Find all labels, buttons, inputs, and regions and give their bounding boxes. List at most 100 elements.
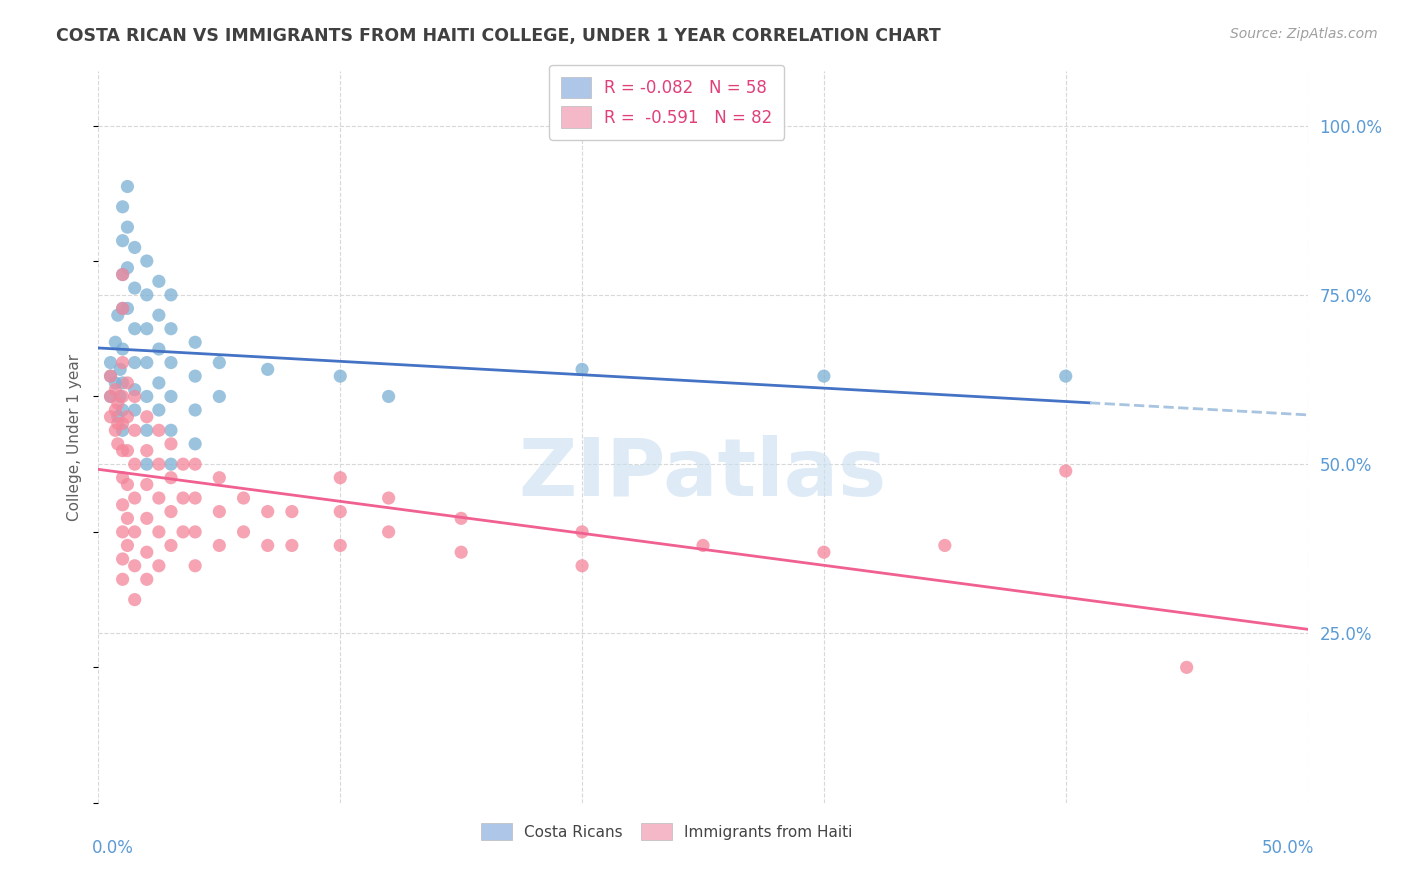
Point: [117, 220, 139, 235]
Point: [281, 538, 304, 552]
Point: [232, 491, 254, 505]
Point: [100, 409, 122, 424]
Point: [111, 389, 134, 403]
Point: [111, 443, 134, 458]
Point: [104, 403, 127, 417]
Point: [184, 369, 207, 384]
Point: [232, 524, 254, 539]
Point: [148, 376, 170, 390]
Point: [160, 538, 183, 552]
Point: [104, 423, 127, 437]
Point: [135, 322, 157, 336]
Point: [117, 409, 139, 424]
Point: [111, 524, 134, 539]
Point: [111, 342, 134, 356]
Point: [124, 403, 146, 417]
Point: [111, 471, 134, 485]
Point: [135, 477, 157, 491]
Point: [184, 491, 207, 505]
Point: [124, 281, 146, 295]
Point: [124, 592, 146, 607]
Point: [281, 505, 304, 519]
Point: [124, 389, 146, 403]
Point: [117, 179, 139, 194]
Point: [108, 389, 131, 403]
Point: [135, 355, 157, 369]
Point: [117, 538, 139, 552]
Point: [148, 403, 170, 417]
Point: [160, 457, 183, 471]
Point: [124, 240, 146, 254]
Point: [160, 437, 183, 451]
Point: [148, 308, 170, 322]
Point: [160, 423, 183, 437]
Text: ZIPatlas: ZIPatlas: [519, 434, 887, 513]
Point: [172, 457, 194, 471]
Point: [256, 538, 278, 552]
Point: [111, 552, 134, 566]
Point: [160, 471, 183, 485]
Point: [813, 369, 835, 384]
Point: [148, 491, 170, 505]
Point: [124, 457, 146, 471]
Point: [111, 268, 134, 282]
Point: [148, 423, 170, 437]
Point: [571, 524, 593, 539]
Point: [813, 545, 835, 559]
Point: [100, 355, 122, 369]
Point: [160, 355, 183, 369]
Point: [148, 558, 170, 573]
Text: Source: ZipAtlas.com: Source: ZipAtlas.com: [1230, 27, 1378, 41]
Point: [111, 417, 134, 431]
Point: [692, 538, 714, 552]
Point: [124, 558, 146, 573]
Point: [124, 524, 146, 539]
Point: [377, 491, 399, 505]
Point: [111, 301, 134, 316]
Point: [107, 308, 129, 322]
Point: [100, 389, 122, 403]
Point: [208, 471, 231, 485]
Point: [107, 437, 129, 451]
Point: [172, 491, 194, 505]
Point: [160, 288, 183, 302]
Point: [160, 505, 183, 519]
Point: [135, 423, 157, 437]
Point: [111, 403, 134, 417]
Point: [117, 443, 139, 458]
Point: [256, 362, 278, 376]
Point: [107, 417, 129, 431]
Point: [184, 335, 207, 350]
Point: [108, 362, 131, 376]
Point: [117, 477, 139, 491]
Point: [571, 558, 593, 573]
Point: [111, 234, 134, 248]
Text: 50.0%: 50.0%: [1261, 839, 1313, 857]
Point: [124, 491, 146, 505]
Y-axis label: College, Under 1 year: College, Under 1 year: [67, 353, 83, 521]
Point: [100, 369, 122, 384]
Point: [1054, 464, 1077, 478]
Point: [934, 538, 956, 552]
Point: [117, 376, 139, 390]
Point: [256, 505, 278, 519]
Point: [135, 511, 157, 525]
Point: [377, 524, 399, 539]
Point: [135, 545, 157, 559]
Point: [148, 274, 170, 288]
Point: [111, 355, 134, 369]
Point: [124, 355, 146, 369]
Point: [450, 545, 472, 559]
Point: [329, 505, 352, 519]
Point: [184, 403, 207, 417]
Point: [329, 369, 352, 384]
Point: [135, 389, 157, 403]
Point: [172, 524, 194, 539]
Point: [111, 268, 134, 282]
Point: [135, 288, 157, 302]
Point: [104, 376, 127, 390]
Point: [208, 389, 231, 403]
Point: [117, 511, 139, 525]
Text: 0.0%: 0.0%: [93, 839, 134, 857]
Point: [377, 389, 399, 403]
